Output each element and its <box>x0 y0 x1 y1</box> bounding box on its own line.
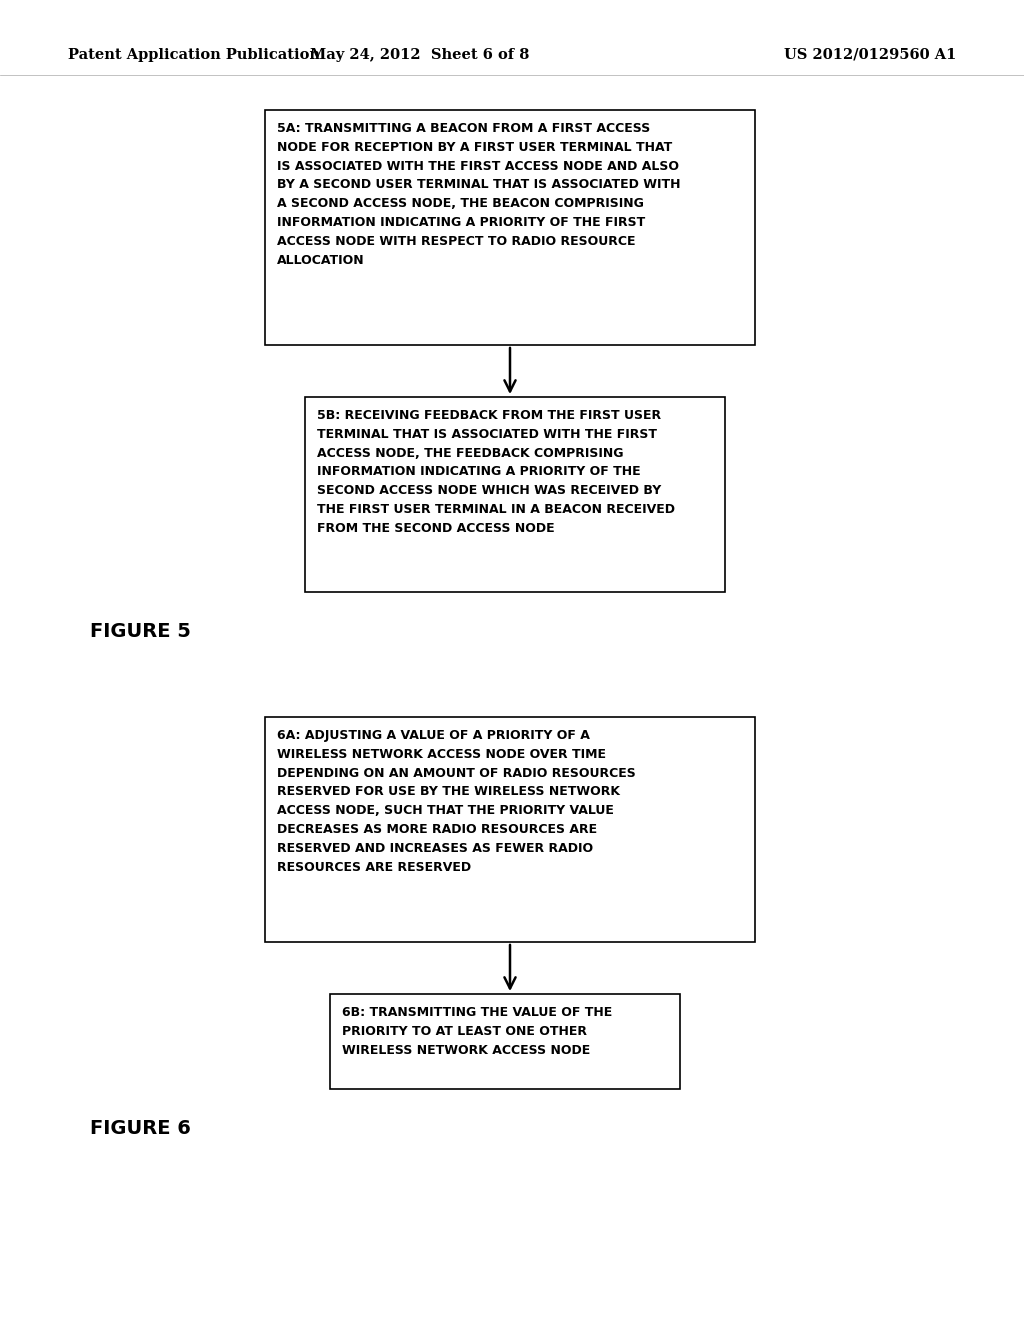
Text: 6A: ADJUSTING A VALUE OF A PRIORITY OF A
WIRELESS NETWORK ACCESS NODE OVER TIME
: 6A: ADJUSTING A VALUE OF A PRIORITY OF A… <box>278 729 636 874</box>
Text: May 24, 2012  Sheet 6 of 8: May 24, 2012 Sheet 6 of 8 <box>310 48 529 62</box>
Text: 5B: RECEIVING FEEDBACK FROM THE FIRST USER
TERMINAL THAT IS ASSOCIATED WITH THE : 5B: RECEIVING FEEDBACK FROM THE FIRST US… <box>317 409 675 535</box>
Text: 6B: TRANSMITTING THE VALUE OF THE
PRIORITY TO AT LEAST ONE OTHER
WIRELESS NETWOR: 6B: TRANSMITTING THE VALUE OF THE PRIORI… <box>342 1006 612 1056</box>
Bar <box>265 717 755 942</box>
Bar <box>265 110 755 345</box>
Bar <box>305 397 725 591</box>
Text: FIGURE 5: FIGURE 5 <box>90 622 190 642</box>
Text: 5A: TRANSMITTING A BEACON FROM A FIRST ACCESS
NODE FOR RECEPTION BY A FIRST USER: 5A: TRANSMITTING A BEACON FROM A FIRST A… <box>278 121 681 267</box>
Text: Patent Application Publication: Patent Application Publication <box>68 48 319 62</box>
Text: FIGURE 6: FIGURE 6 <box>90 1119 190 1138</box>
Bar <box>330 994 680 1089</box>
Text: US 2012/0129560 A1: US 2012/0129560 A1 <box>783 48 956 62</box>
